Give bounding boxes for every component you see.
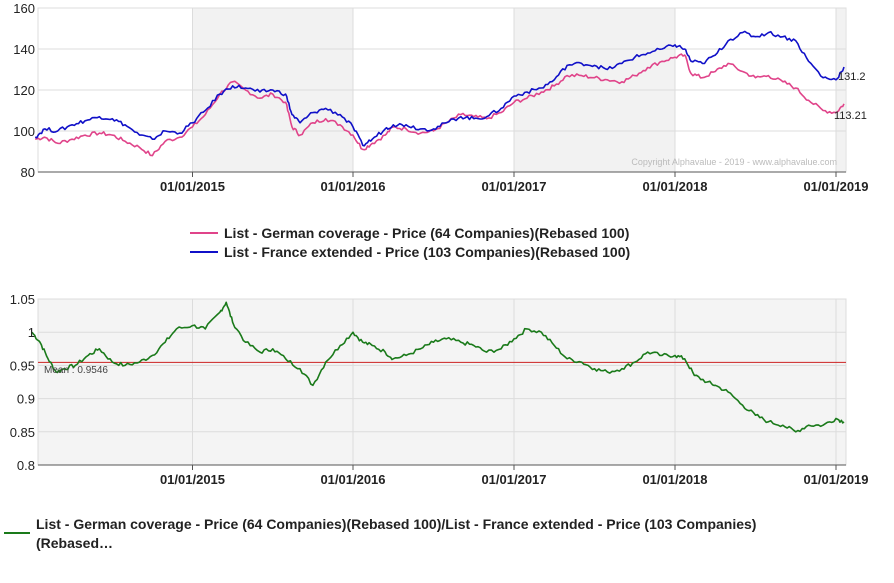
x-tick-label: 01/01/2015 [160,179,225,194]
legend-label-ratio: List - German coverage - Price (64 Compa… [36,516,756,532]
end-label-german: 113.21 [834,110,867,122]
series-top [34,30,845,157]
y-axis-bottom: 0.8 0.85 0.9 0.95 1 1.05 [10,292,35,473]
series-line [34,30,845,147]
y-tick-label: 0.8 [17,458,35,473]
x-tick-label: 01/01/2016 [320,472,385,487]
y-tick-label: 80 [21,165,35,180]
legend-label-german: List - German coverage - Price (64 Compa… [224,225,629,241]
legend-top: List - German coverage - Price (64 Compa… [190,225,630,260]
y-tick-label: 0.85 [10,425,35,440]
legend-label-ratio-cont: (Rebased… [36,535,113,551]
x-axis-top: 01/01/2015 01/01/2016 01/01/2017 01/01/2018… [160,172,869,194]
x-tick-label: 01/01/2017 [481,179,546,194]
end-label-france: 131.2 [838,71,866,83]
x-tick-label: 01/01/2018 [642,179,707,194]
series-bottom [31,301,845,433]
plot-area-bottom [37,298,847,466]
legend-label-france: List - France extended - Price (103 Comp… [224,244,630,260]
x-tick-label: 01/01/2019 [803,179,868,194]
x-tick-label: 01/01/2015 [160,472,225,487]
y-tick-label: 1 [28,325,35,340]
copyright-text: Copyright Alphavalue - 2019 - www.alphav… [631,157,837,167]
x-tick-label: 01/01/2017 [481,472,546,487]
ratio-chart: 0.8 0.85 0.9 0.95 1 1.05 01/01/2015 01/01/2016… [10,292,869,487]
y-tick-label: 0.9 [17,392,35,407]
y-axis-top: 80 100 120 140 160 [13,1,35,180]
y-tick-label: 100 [13,124,35,139]
x-axis-bottom: 01/01/2015 01/01/2016 01/01/2017 01/01/2018… [160,465,869,487]
x-tick-label: 01/01/2018 [642,472,707,487]
x-tick-label: 01/01/2019 [803,472,868,487]
series-line [31,301,845,433]
y-tick-label: 160 [13,1,35,16]
y-tick-label: 120 [13,83,35,98]
y-tick-label: 0.95 [10,358,35,373]
x-tick-label: 01/01/2016 [320,179,385,194]
legend-bottom: List - German coverage - Price (64 Compa… [4,516,756,551]
y-tick-label: 1.05 [10,292,35,307]
mean-label: Mean : 0.9546 [44,365,108,376]
series-line [35,53,845,157]
y-tick-label: 140 [13,42,35,57]
